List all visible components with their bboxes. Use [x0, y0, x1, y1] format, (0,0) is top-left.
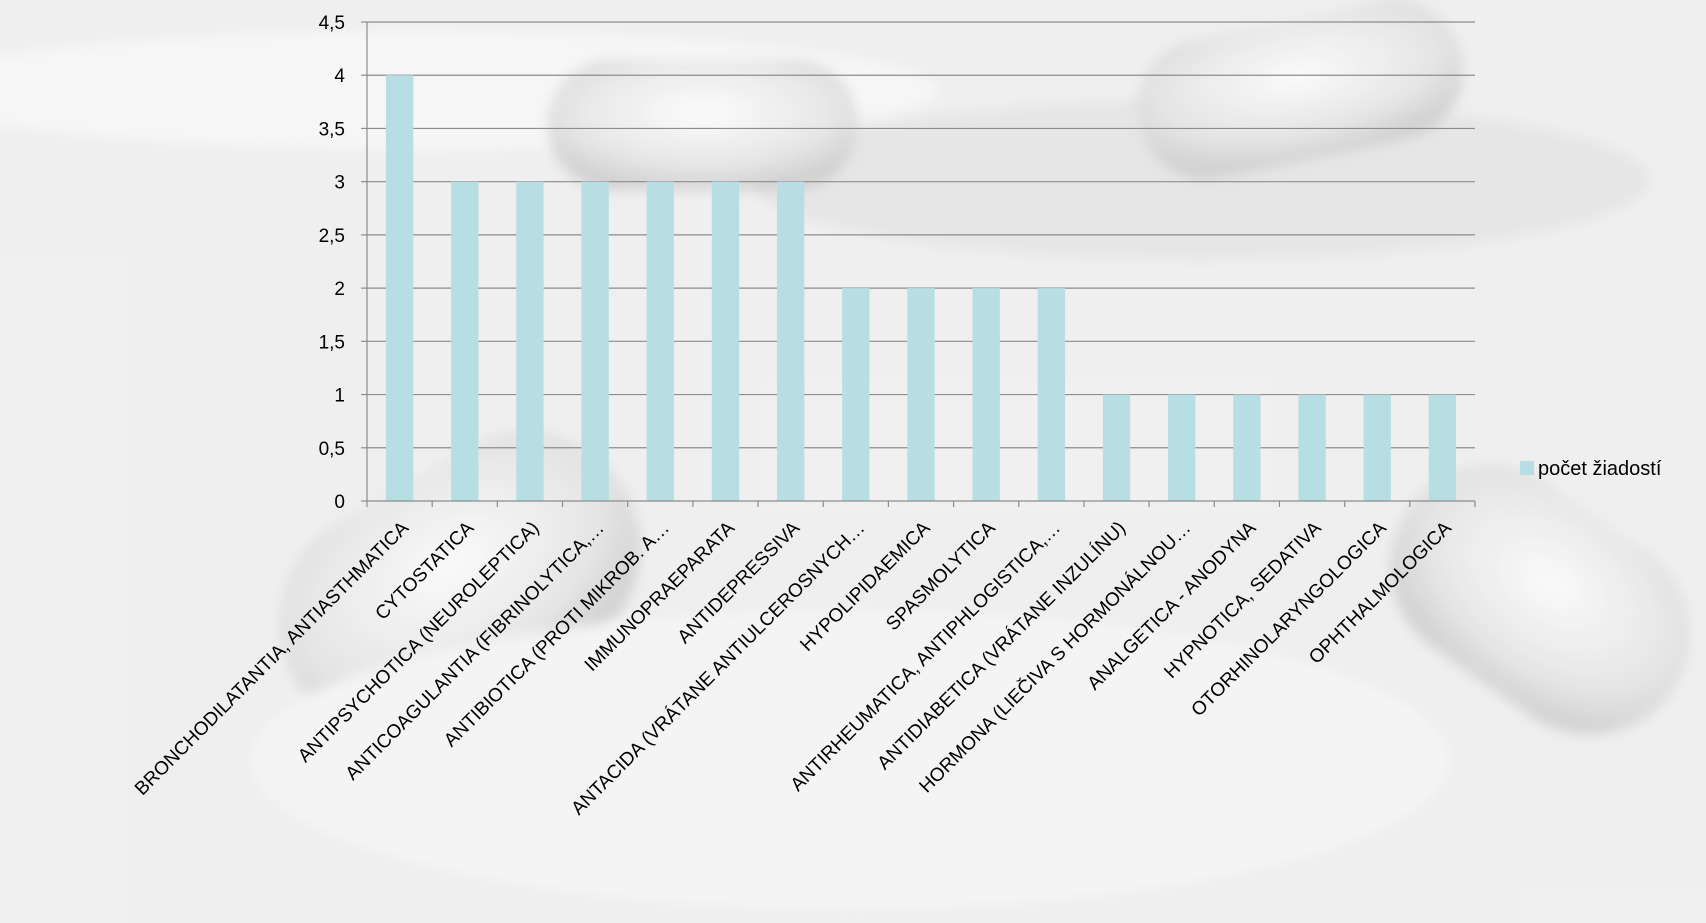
- legend-swatch: [1520, 461, 1534, 475]
- bar: [581, 181, 609, 501]
- legend-label: počet žiadostí: [1538, 458, 1662, 480]
- y-tick-label: 0,5: [319, 439, 345, 460]
- bar: [972, 288, 1000, 501]
- bar: [646, 181, 674, 501]
- bar: [1037, 288, 1066, 501]
- bar: [711, 181, 740, 501]
- y-tick-labels: 0 0,5 1 1,5 2 2,5 3 3,5 4 4,5: [319, 13, 346, 513]
- bar: [385, 75, 414, 501]
- y-tick-label: 3,5: [319, 119, 345, 140]
- bar: [516, 181, 544, 501]
- bar: [1168, 394, 1196, 501]
- y-tick-label: 2: [334, 279, 345, 300]
- bar: [1363, 394, 1391, 501]
- bar: [1233, 394, 1261, 501]
- y-tick-label: 1: [334, 386, 345, 407]
- y-tick-label: 0: [334, 492, 345, 513]
- axes: [361, 21, 1476, 507]
- bar: [1428, 394, 1457, 501]
- y-tick-label: 4: [334, 66, 345, 87]
- y-tick-label: 4,5: [319, 13, 345, 34]
- bar: [1298, 394, 1326, 501]
- bar: [451, 181, 479, 501]
- bar: [1102, 394, 1131, 501]
- bars: [385, 75, 1457, 501]
- bar: [842, 288, 870, 501]
- y-tick-label: 1,5: [319, 332, 345, 353]
- legend: počet žiadostí: [1520, 458, 1662, 480]
- y-tick-label: 3: [334, 173, 345, 194]
- bar: [907, 288, 935, 501]
- y-tick-label: 2,5: [319, 226, 345, 247]
- bar: [776, 181, 805, 501]
